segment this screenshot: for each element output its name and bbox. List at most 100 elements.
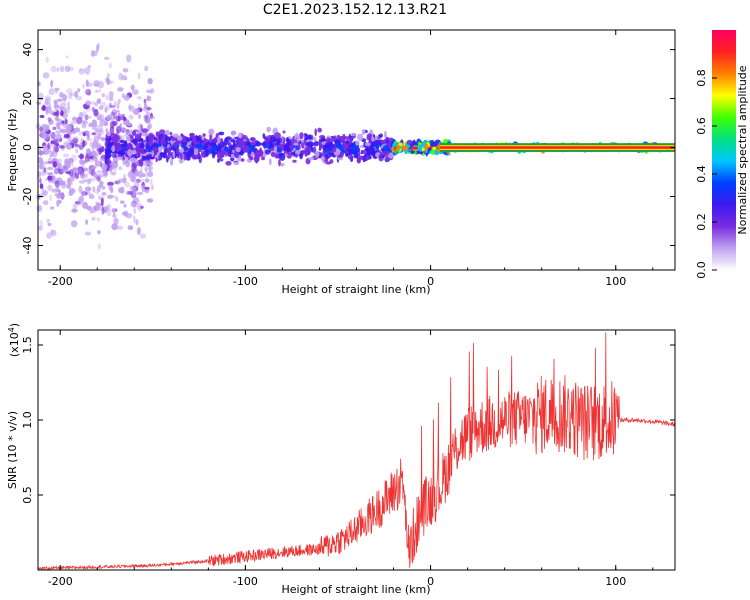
spectrogram-cell [274,155,279,159]
spectrogram-cell [136,191,144,195]
spectrogram-cell [280,163,285,167]
spectrogram-cell [54,167,59,175]
spectrogram-cell [203,137,207,144]
spectrogram-cell [121,113,126,118]
spectrogram-cell [107,181,114,186]
spectrogram-cell [54,180,60,188]
spectrogram-cell [379,151,384,157]
spectrogram-cell [227,139,230,146]
x-tick-label: -200 [48,275,73,288]
spectrogram-cell [125,159,131,168]
spectrogram-x-label: Height of straight line (km) [281,283,430,296]
x-tick-label: -100 [233,575,258,588]
spectrogram-cell [65,158,70,163]
y-tick-label: 0 [21,144,34,151]
spectrogram-cell [144,116,151,124]
spectrogram-cell [106,131,111,137]
spectrogram-cell [300,150,306,154]
spectrogram-cell [114,180,119,185]
spectrogram-cell [86,178,90,185]
spectrogram-cell [59,93,63,98]
spectrogram-cell [96,98,102,104]
spectrogram-cell [353,154,359,159]
spectrogram-cell [365,155,370,161]
spectrogram-cell [150,115,155,120]
colorbar: 0.0 0.2 0.4 0.6 0.8 Normalized spectral ampl… [695,30,749,279]
spectrogram-cell [65,128,71,134]
spectrogram-cell [146,89,152,94]
spectrogram-cell [237,132,243,139]
spectrogram-cell [383,130,387,139]
spectrogram-cell [151,150,155,157]
y-tick-label: -20 [21,188,34,206]
spectrogram-cell [44,95,52,101]
spectrogram-cell [43,146,46,155]
spectrogram-cell [371,137,375,142]
spectrogram-cell [383,150,390,156]
spectrogram-cell [39,177,42,184]
spectrogram-cell [320,137,326,143]
spectrogram-cell [250,142,256,146]
spectrogram-cell [44,99,49,106]
spectrogram-cell [47,117,52,122]
spectrogram-cell [131,162,138,169]
spectrogram-cell [357,133,364,141]
spectrogram-cell [356,147,361,152]
y-tick-label: 1.5 [21,336,34,354]
spectrogram-cell [50,229,57,237]
spectrogram-cell [310,146,314,153]
spectrogram-cell [141,155,147,161]
spectrogram-cell [69,140,73,146]
spectrogram-cell [130,163,137,171]
spectrogram-cell [320,155,325,162]
spectrogram-cell [126,122,133,126]
spectrogram-cell [278,159,281,167]
spectrogram-cell [283,144,290,150]
spectrogram-cell [52,126,57,130]
spectrogram-cell [90,150,97,157]
spectrogram-cell [39,126,43,133]
spectrogram-cell [299,132,304,140]
spectrogram-cell [132,139,136,143]
spectrogram-cell [50,206,55,210]
spectrogram-cell [96,124,103,128]
spectrogram-cell [284,153,288,158]
spectrogram-cell [231,153,235,159]
spectrogram-cell [88,122,92,128]
spectrogram-cell [147,171,154,178]
spectrogram-cell [58,211,63,219]
colorbar-tick-label: 0.6 [695,117,708,135]
spectrogram-cell [424,143,429,151]
spectrogram-cell [141,184,147,193]
spectrogram-cell [42,168,48,176]
spectrogram-cell [314,150,320,158]
spectrogram-cell [432,146,436,151]
spectrogram-cell [42,200,49,206]
spectrogram-cell [71,130,77,135]
spectrogram-cell [129,157,137,163]
spectrogram-cell [183,146,189,152]
spectrogram-cell [301,142,304,149]
spectrogram-cell [144,178,150,183]
spectrogram-cell [108,160,111,164]
spectrogram-cell [172,150,176,159]
spectrogram-cell [70,220,78,228]
spectrogram-cell [54,103,59,112]
spectrogram-cell [99,181,103,189]
spectrogram-cell [160,138,166,145]
spectrogram-cell [117,87,124,92]
spectrogram-cell [136,96,142,100]
spectrogram-cell [97,243,102,250]
spectrogram-cell [96,217,100,222]
spectrogram-cell [120,127,127,132]
spectrogram-cell [150,178,153,186]
spectrogram-cell [138,170,143,179]
spectrogram-cell [71,116,77,122]
spectrogram-cell [411,146,419,150]
spectrogram-cell [55,130,61,134]
spectrogram-cell [122,211,127,216]
spectrogram-cell [97,230,101,235]
spectrogram-cell [77,88,81,93]
spectrogram-cell [103,56,110,61]
spectrogram-cell [135,151,141,159]
